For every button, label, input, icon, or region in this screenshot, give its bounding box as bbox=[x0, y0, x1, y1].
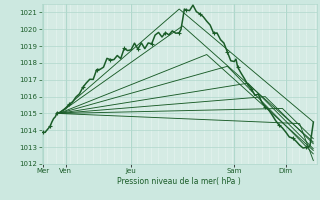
X-axis label: Pression niveau de la mer( hPa ): Pression niveau de la mer( hPa ) bbox=[117, 177, 241, 186]
